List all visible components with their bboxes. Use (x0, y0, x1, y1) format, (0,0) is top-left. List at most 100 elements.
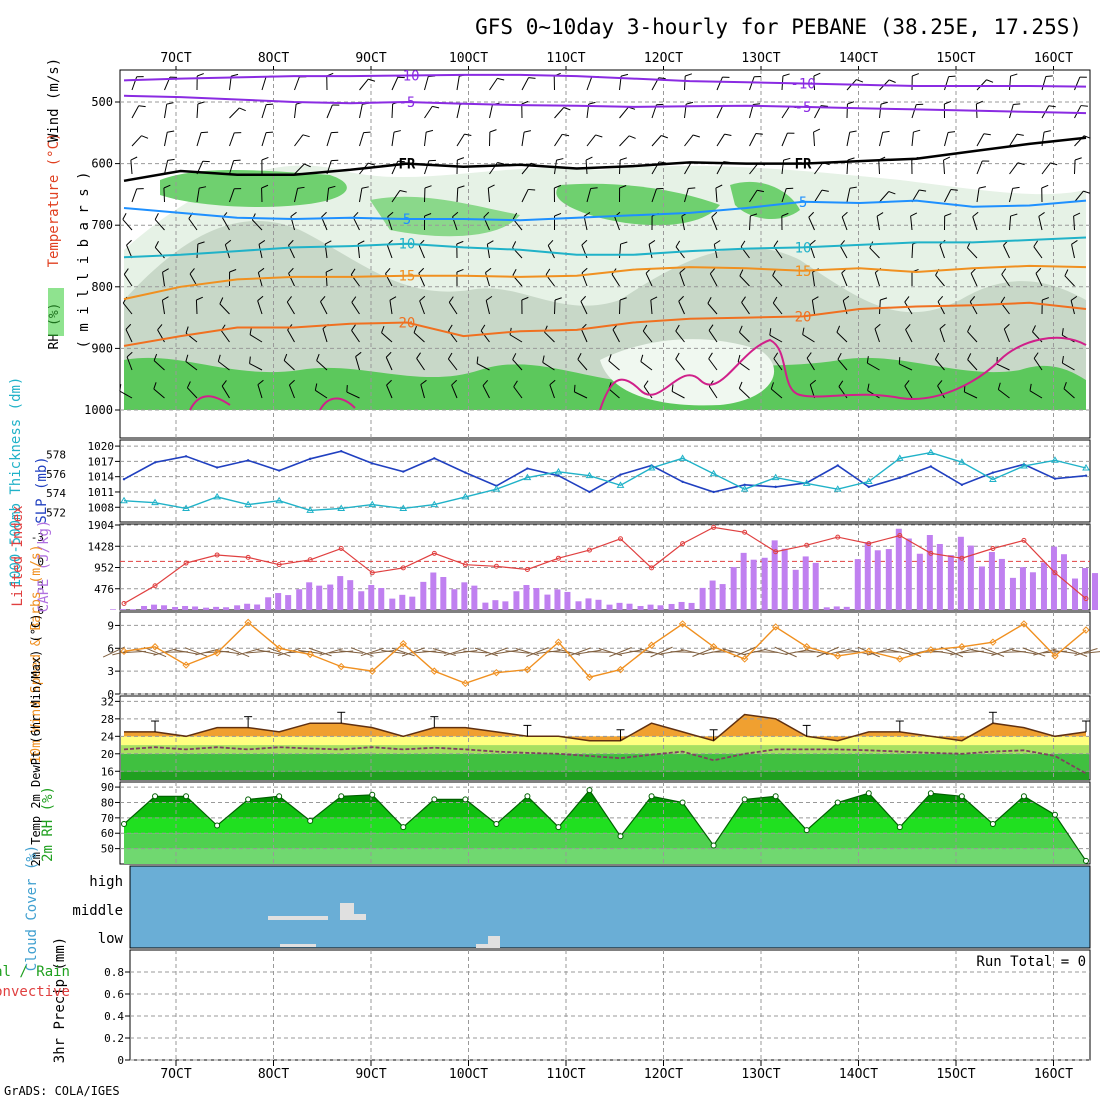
cape-ytick-label-0: 476 (94, 583, 114, 596)
barb-flag-5-0 (122, 212, 127, 220)
cape-bar-11-0 (451, 589, 458, 610)
barb-flag-3-14 (585, 156, 593, 161)
barb-shaft-2-13 (554, 134, 563, 147)
barb-flag-2-18 (724, 133, 732, 137)
rh-point-13 (524, 793, 531, 800)
barb-flag-0-27 (1010, 73, 1018, 77)
wind-barb-20-1 (733, 646, 756, 658)
contour-label-4: 10 (399, 237, 416, 253)
wind-barb-3-0 (195, 648, 219, 656)
li-ytick-label-0: 6 (37, 604, 44, 617)
barb-flag-10-5 (283, 353, 288, 361)
barb-shaft-5-7 (352, 217, 360, 231)
cape-bar-17-0 (637, 605, 644, 610)
bottom-date-label-7: 14OCT (839, 1067, 878, 1082)
barb-shaft-8-4 (257, 300, 263, 315)
barb-flag-1-29 (1080, 105, 1088, 107)
barb-shaft-4-6 (326, 188, 330, 203)
barb-flag-11-8 (386, 379, 392, 386)
barb-flag-9-10 (448, 324, 453, 332)
wind-ytick-label-3: 9 (107, 619, 114, 632)
barb-shaft-1-29 (1074, 105, 1082, 119)
barb-flag-9-20 (769, 328, 772, 336)
barb-flag-6-12 (512, 241, 517, 248)
li-point-10 (431, 550, 437, 556)
barb-flag-8-14 (580, 295, 587, 302)
barb-shaft-10-10 (447, 358, 458, 371)
cloud-ylabel: Cloud Cover (%) (24, 845, 40, 971)
barb-flag-4-6 (328, 185, 336, 189)
cape-bar-7-1 (337, 576, 344, 610)
cape-bar-20-2 (750, 559, 757, 610)
temp-line (124, 713, 1087, 742)
cape-ylabel: CAPE (J/kg) (36, 520, 52, 613)
cape-bar-21-0 (761, 557, 768, 610)
barb-shaft-1-24 (911, 104, 917, 119)
barb-flag-7-17 (679, 267, 686, 274)
cape-bar-11-2 (471, 585, 478, 610)
barb-flag-6-6 (324, 240, 332, 245)
barb-flag-2-28 (1043, 130, 1051, 133)
barb-flag-8-2 (196, 296, 204, 301)
barb-flag-9-19 (739, 325, 743, 333)
barb-flag-8-5 (286, 296, 292, 303)
wind-barb-15-0 (568, 647, 591, 657)
barb-shaft-5-24 (910, 216, 913, 231)
barb-shaft-10-26 (967, 359, 978, 371)
barb-shaft-5-4 (251, 219, 263, 231)
wind-barb-8-1 (360, 647, 384, 657)
barb-shaft-10-23 (867, 362, 880, 371)
cape-bar-15-2 (595, 599, 602, 610)
wind-point-19 (709, 643, 718, 651)
barb-flag-3-10 (457, 157, 465, 161)
rh-point-23 (834, 799, 841, 806)
slp-point-16 (619, 473, 622, 476)
cape-bar-14-2 (564, 591, 571, 610)
barb-flag-9-2 (185, 326, 189, 334)
wind-barb-7-2 (339, 650, 364, 654)
li-ytick-label-1: 3 (37, 580, 44, 593)
upper-ylabel-wind: Wind (m/s) (46, 58, 62, 142)
cape-bar-2-2 (192, 606, 199, 610)
barb-shaft-7-17 (679, 272, 685, 287)
barb-shaft-7-27 (1001, 274, 1010, 287)
wind-point-21 (771, 623, 780, 631)
barb-flag-6-20 (773, 240, 779, 247)
wind-barb-12-2 (494, 649, 519, 655)
contour-label2-0: -10 (790, 77, 815, 93)
barb-shaft-11-12 (513, 386, 523, 399)
li-point-25 (897, 533, 903, 539)
wind-barb-1-0 (133, 649, 157, 655)
wind-barb-5-0 (257, 649, 282, 655)
thickness-point-28 (989, 475, 997, 483)
cape-bar-10-2 (440, 577, 447, 610)
barb-shaft-3-21 (814, 162, 824, 175)
barb-flag-7-19 (739, 269, 744, 277)
cape-bar-20-0 (730, 567, 737, 610)
li-point-28 (990, 545, 996, 551)
barb-flag-7-18 (709, 268, 716, 275)
barb-shaft-6-9 (418, 244, 425, 259)
cape-bar-4-0 (234, 605, 241, 610)
slp-ylabel: SLP (mb) (34, 456, 50, 523)
barb-shaft-0-26 (976, 79, 987, 91)
precip-ytick-label-0: 0 (117, 1054, 124, 1067)
barb-flag-6-29 (1071, 240, 1078, 245)
barb-flag-9-11 (480, 324, 486, 332)
thickness-ytick-label-2: 576 (46, 468, 66, 481)
slp-point-0 (122, 478, 126, 481)
barb-flag-11-0 (119, 384, 122, 392)
barb-flag-11-29 (1063, 382, 1067, 389)
barb-shaft-8-0 (122, 302, 133, 315)
barb-shaft-7-1 (162, 272, 165, 287)
barb-flag-10-8 (385, 351, 392, 358)
barb-flag-7-6 (325, 268, 333, 273)
wind-barb-13-0 (505, 650, 530, 654)
wind-barb-25-1 (887, 649, 912, 655)
slp-point-14 (557, 474, 560, 477)
cape-bar-27-1 (957, 536, 964, 610)
slp-point-18 (681, 480, 684, 483)
barb-flag-1-19 (753, 103, 761, 105)
barb-flag-1-23 (880, 101, 888, 105)
wind-barb-11-2 (463, 650, 488, 654)
